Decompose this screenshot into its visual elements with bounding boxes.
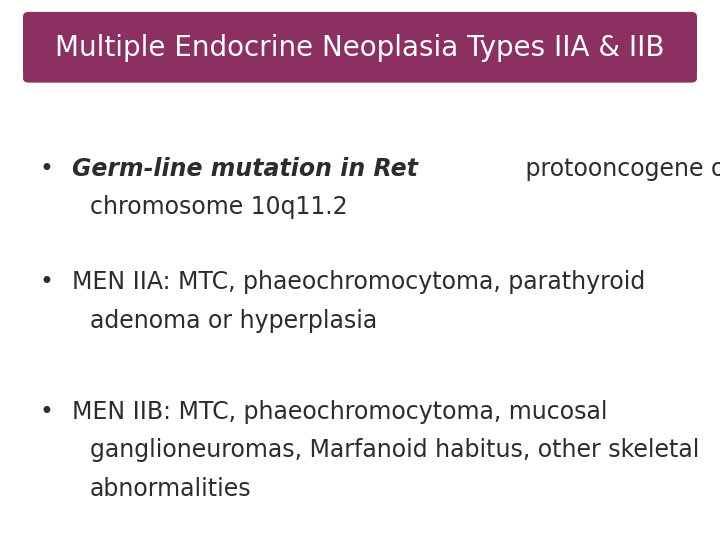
Text: •: • (40, 157, 54, 180)
Text: Multiple Endocrine Neoplasia Types IIA & IIB: Multiple Endocrine Neoplasia Types IIA &… (55, 33, 665, 62)
Text: protooncogene on: protooncogene on (518, 157, 720, 180)
Text: •: • (40, 270, 54, 294)
Text: abnormalities: abnormalities (90, 477, 251, 501)
Text: ganglioneuromas, Marfanoid habitus, other skeletal: ganglioneuromas, Marfanoid habitus, othe… (90, 438, 699, 462)
Text: •: • (40, 400, 54, 423)
Text: adenoma or hyperplasia: adenoma or hyperplasia (90, 309, 377, 333)
Text: MEN IIA: MTC, phaeochromocytoma, parathyroid: MEN IIA: MTC, phaeochromocytoma, parathy… (72, 270, 645, 294)
FancyBboxPatch shape (23, 12, 697, 83)
Text: chromosome 10q11.2: chromosome 10q11.2 (90, 195, 348, 219)
Text: MEN IIB: MTC, phaeochromocytoma, mucosal: MEN IIB: MTC, phaeochromocytoma, mucosal (72, 400, 608, 423)
Text: Germ-line mutation in Ret: Germ-line mutation in Ret (72, 157, 418, 180)
